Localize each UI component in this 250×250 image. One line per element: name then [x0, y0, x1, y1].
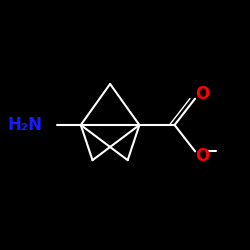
Text: O: O: [195, 147, 210, 165]
Text: O: O: [195, 85, 210, 103]
Text: H₂N: H₂N: [8, 116, 43, 134]
